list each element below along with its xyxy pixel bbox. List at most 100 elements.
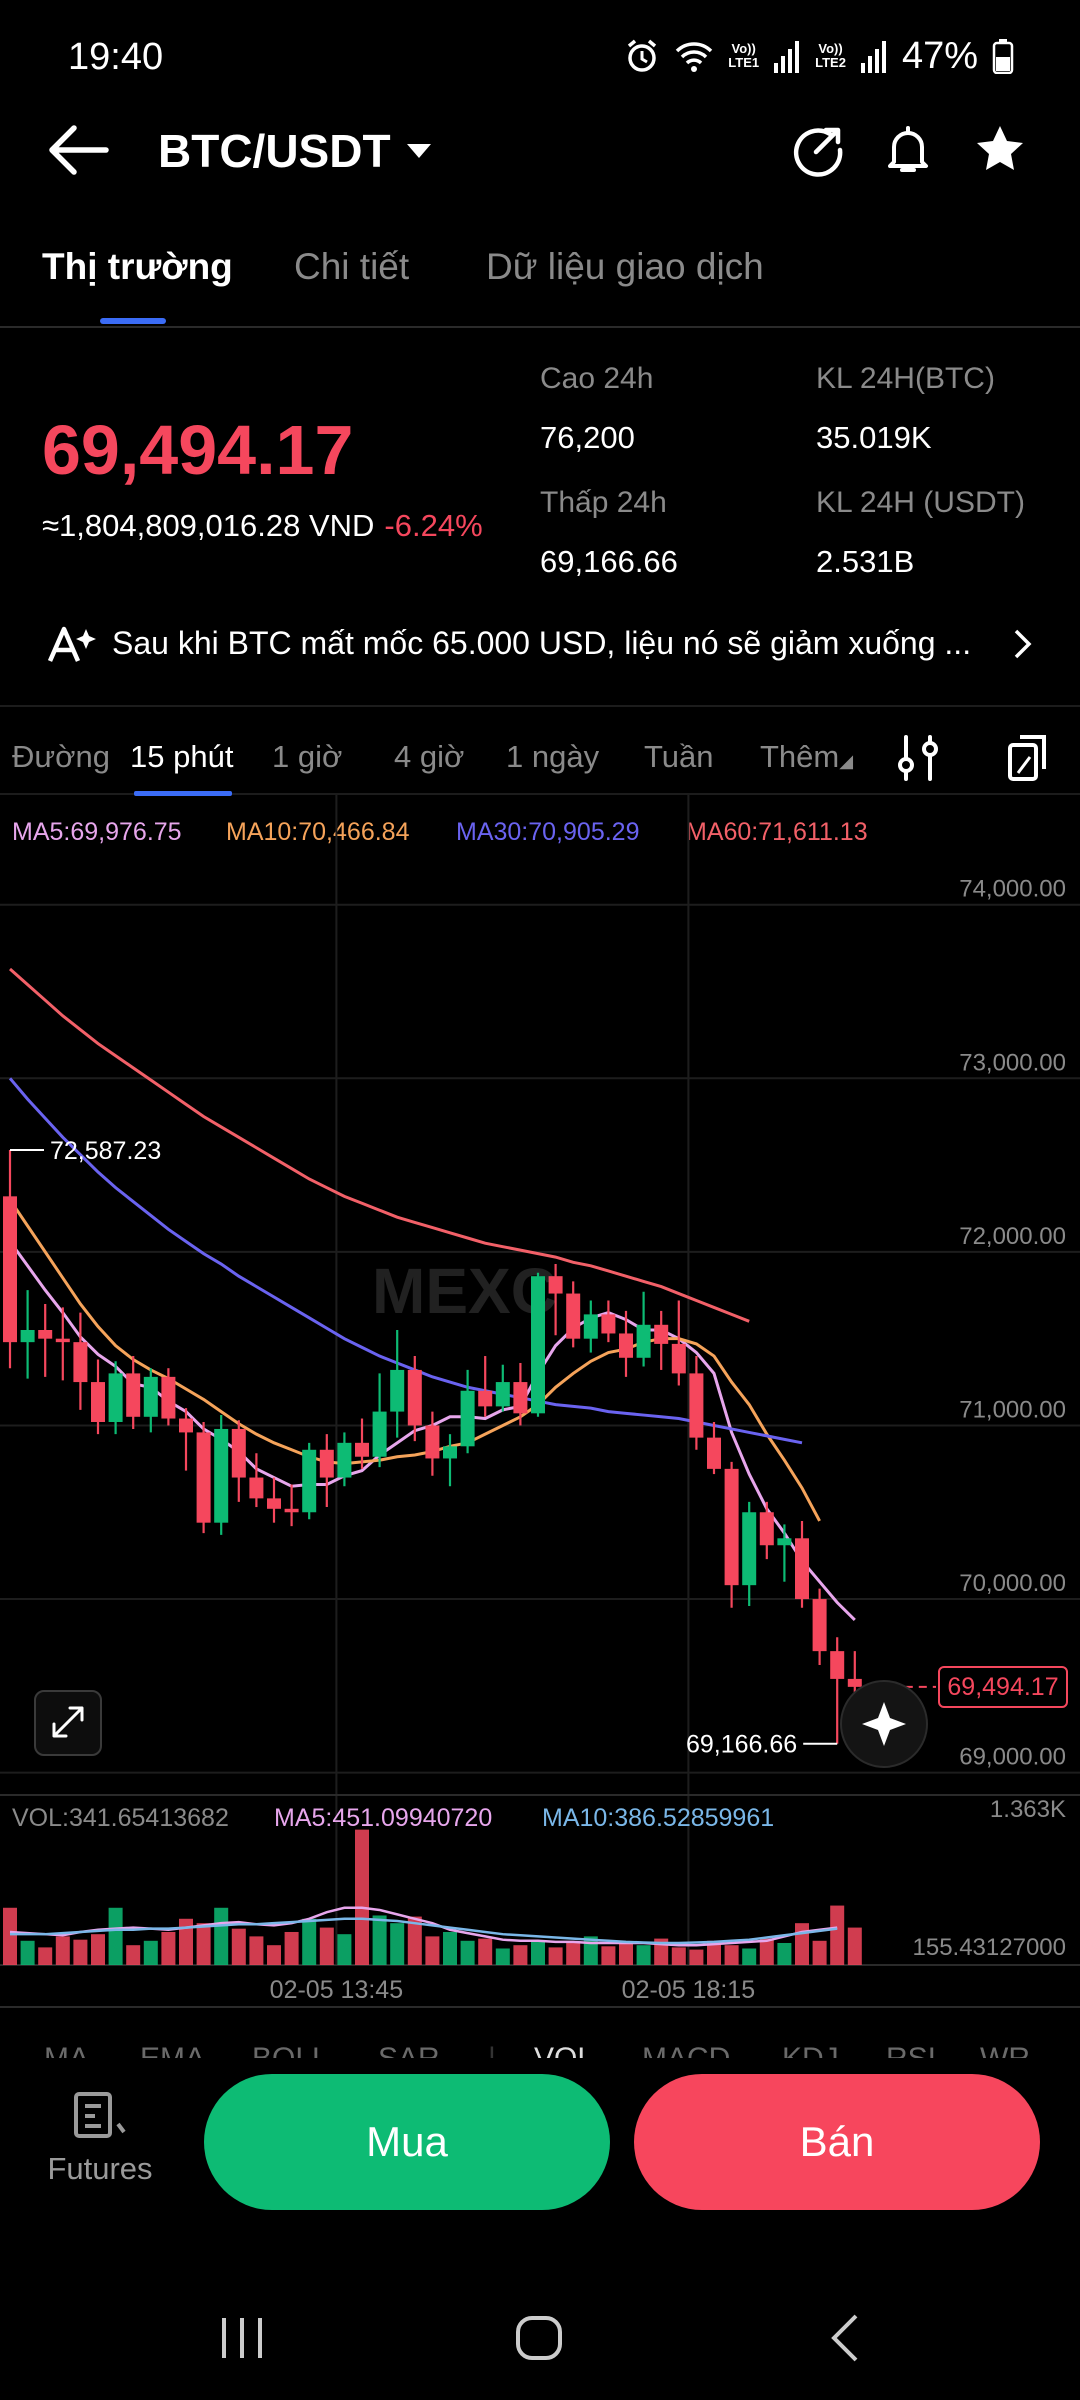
candle-body <box>3 1196 17 1343</box>
buy-button[interactable]: Mua <box>204 2074 610 2210</box>
status-bar: 19:40 Vo)) LTE1 Vo)) LTE2 47% <box>0 0 1080 110</box>
interval-line[interactable]: Đường <box>12 739 110 774</box>
volume-bar <box>302 1918 317 1965</box>
sim2-indicator: Vo)) LTE2 <box>815 41 846 70</box>
candle-body <box>337 1442 352 1478</box>
candle-body <box>742 1512 757 1586</box>
ma30-legend: MA30:70,905.29 <box>456 818 640 846</box>
candle <box>143 1368 158 1433</box>
sparkle-icon <box>862 1702 906 1746</box>
candle <box>601 1300 616 1343</box>
candle <box>73 1312 88 1410</box>
futures-button[interactable]: Futures <box>40 2090 160 2187</box>
back-arrow-icon[interactable] <box>46 124 110 176</box>
indicator-macd[interactable]: MACD <box>642 2042 730 2058</box>
ai-assistant-button[interactable] <box>840 1680 928 1768</box>
ai-news-icon <box>47 626 96 662</box>
indicator-rsi[interactable]: RSI <box>886 2042 936 2058</box>
interval-bar: Đường 15 phút 1 giờ 4 giờ 1 ngày Tuần Th… <box>0 705 1080 796</box>
candle <box>654 1310 669 1370</box>
indicator-ema[interactable]: EMA <box>140 2042 205 2058</box>
candle-body <box>425 1425 440 1459</box>
indicator-wr[interactable]: WR <box>980 2042 1030 2058</box>
interval-15m[interactable]: 15 phút <box>130 739 234 774</box>
candle <box>689 1356 704 1450</box>
candle <box>812 1588 827 1666</box>
candle <box>108 1361 123 1435</box>
back-icon[interactable] <box>818 2310 874 2366</box>
candle <box>742 1501 757 1606</box>
indicator-settings-icon[interactable] <box>896 733 940 783</box>
candle-body <box>267 1498 281 1509</box>
caret-down-icon <box>406 144 431 158</box>
candle-body <box>372 1411 387 1457</box>
pair-selector[interactable]: BTC/USDT <box>158 124 433 178</box>
volume-bar <box>689 1949 704 1965</box>
volume-bar <box>707 1940 721 1965</box>
volume-bar <box>337 1934 352 1965</box>
indicator-kdj[interactable]: KDJ <box>782 2042 839 2058</box>
tab-details[interactable]: Chi tiết <box>294 246 410 287</box>
candle <box>214 1415 229 1535</box>
bell-icon[interactable] <box>880 122 936 178</box>
tab-market[interactable]: Thị trường <box>42 246 233 287</box>
candlestick-chart[interactable]: MEXC 74,000.00 73,000.00 72,000.00 71,000.0… <box>0 795 1080 2010</box>
volume-bar <box>619 1942 633 1965</box>
copy-icon[interactable] <box>1006 733 1050 783</box>
volume-bar <box>390 1923 405 1965</box>
interval-more[interactable]: Thêm◢ <box>760 739 853 775</box>
sell-button[interactable]: Bán <box>634 2074 1040 2210</box>
candle <box>830 1637 845 1744</box>
tab-trading-data[interactable]: Dữ liệu giao dịch <box>486 246 764 287</box>
interval-1h[interactable]: 1 giờ <box>272 739 343 774</box>
candle-body <box>707 1437 721 1469</box>
ma10-legend: MA10:70,466.84 <box>226 818 410 846</box>
candle <box>20 1290 35 1379</box>
candle-body <box>390 1369 405 1412</box>
candle-body <box>583 1314 598 1339</box>
recent-apps-icon[interactable] <box>214 2310 270 2366</box>
candle <box>249 1453 264 1508</box>
news-banner[interactable]: Sau khi BTC mất mốc 65.000 USD, liệu nó … <box>0 615 1080 705</box>
volume-bar <box>425 1936 440 1965</box>
high-24h-label: Cao 24h <box>540 362 654 395</box>
volume-bar <box>126 1945 141 1965</box>
interval-week[interactable]: Tuần <box>644 739 714 774</box>
candle-body <box>196 1432 211 1523</box>
indicator-vol[interactable]: VOL <box>534 2042 594 2058</box>
volume-bar <box>460 1940 475 1965</box>
share-icon[interactable] <box>790 122 846 178</box>
volume-bar <box>478 1938 493 1965</box>
candle-body <box>231 1428 246 1478</box>
candle <box>443 1434 457 1487</box>
volume-bar <box>73 1939 88 1965</box>
interval-1d[interactable]: 1 ngày <box>506 739 600 774</box>
vol-ma10-legend: MA10:386.52859961 <box>542 1804 775 1832</box>
tab-underline <box>100 318 166 324</box>
fullscreen-button[interactable] <box>34 1690 102 1756</box>
watermark: MEXC <box>372 1255 557 1327</box>
candle-body <box>548 1276 563 1294</box>
candle <box>284 1484 299 1527</box>
candle-body <box>407 1369 422 1426</box>
candle-body <box>812 1599 827 1652</box>
candle <box>91 1359 105 1435</box>
y-tick-label: 70,000.00 <box>959 1570 1066 1597</box>
candle-body <box>619 1333 633 1358</box>
candle-body <box>55 1338 70 1343</box>
status-icons: Vo)) LTE1 Vo)) LTE2 47% <box>624 34 1014 78</box>
x-tick-label: 02-05 13:45 <box>270 1976 403 2004</box>
candle <box>707 1422 721 1475</box>
candle-body <box>724 1468 739 1586</box>
volume-bar <box>108 1907 123 1965</box>
indicator-boll[interactable]: BOLL <box>252 2042 329 2058</box>
indicator-sar[interactable]: SAR <box>378 2042 440 2058</box>
star-icon[interactable] <box>972 122 1028 178</box>
volume-bar <box>742 1948 757 1965</box>
home-icon[interactable] <box>512 2310 568 2366</box>
indicator-ma[interactable]: MA <box>44 2042 89 2058</box>
candle <box>619 1310 633 1377</box>
candle-body <box>143 1376 158 1417</box>
low-24h-label: Thấp 24h <box>540 486 667 519</box>
interval-4h[interactable]: 4 giờ <box>394 739 465 774</box>
